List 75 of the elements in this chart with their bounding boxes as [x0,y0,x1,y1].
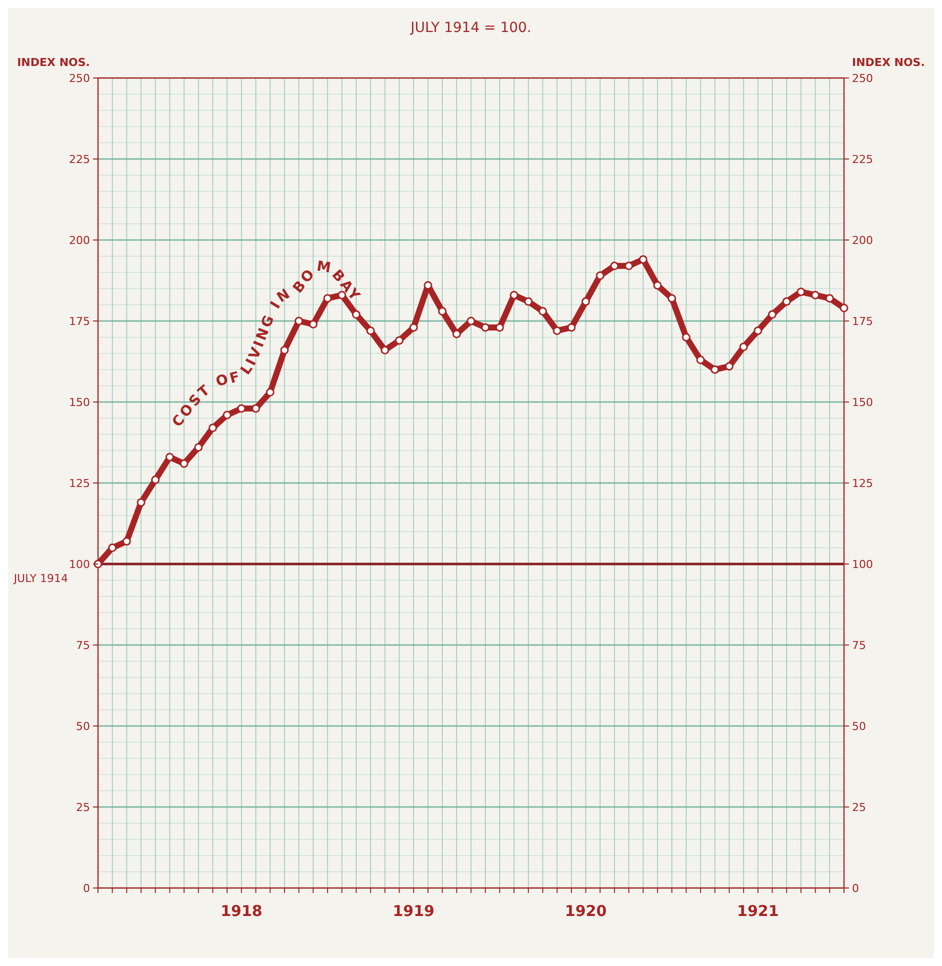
point [136,498,146,507]
y-axis-title: INDEX NOS. [17,56,90,69]
point [409,323,418,332]
y-tick-label: 125 [69,476,90,490]
point [653,281,662,290]
point [266,388,274,397]
point [596,271,604,280]
x-tick-label: 1918 [220,902,262,920]
point [466,316,476,326]
point [108,544,117,552]
y2-tick-label: 175 [852,314,873,328]
y2-axis-title: INDEX NOS. [852,56,925,69]
point [811,290,820,300]
y-tick-label: 150 [69,396,90,409]
point [94,560,102,568]
point [840,304,848,312]
y-tick-label: 200 [69,234,90,247]
chart-subtitle: JULY 1914 = 100. [410,20,532,36]
point [294,316,304,326]
point [380,346,390,354]
y2-tick-label: 100 [852,558,873,571]
point [768,310,777,319]
point [696,356,705,364]
y-tick-label: 75 [76,638,90,652]
x-tick-label: 1920 [564,902,607,920]
point [308,320,318,328]
point [582,297,590,306]
y2-tick-label: 150 [852,396,873,409]
y-tick-label: 0 [83,882,90,895]
y2-tick-label: 200 [852,234,873,247]
point [524,297,533,306]
point [796,288,806,296]
point [739,342,748,352]
point [724,362,734,371]
point [624,262,634,270]
x-tick-label: 1919 [392,902,434,920]
point [638,255,648,264]
point [538,307,547,316]
point [710,365,720,374]
point [438,307,447,316]
y-tick-label: 100 [69,558,90,571]
ref-line-label: JULY 1914 [12,572,68,585]
point [194,443,203,452]
y-tick-label: 175 [69,314,90,328]
point [252,404,260,413]
point [352,310,360,319]
point [682,332,690,342]
point [208,424,218,432]
x-tick-label: 1921 [737,902,779,920]
y-tick-label: 225 [69,152,90,166]
point [165,452,174,462]
y-tick-label: 250 [69,72,90,85]
point [151,476,160,484]
point [222,410,232,420]
y2-tick-label: 125 [852,476,873,490]
point [395,336,404,345]
point [280,346,289,354]
y2-tick-label: 0 [852,882,859,895]
point [668,294,676,303]
point [825,294,834,303]
point [782,297,791,306]
point [552,326,562,335]
point [610,262,619,270]
y-tick-label: 50 [76,720,90,733]
y2-tick-label: 25 [852,800,866,814]
point [567,323,576,332]
y2-tick-label: 75 [852,638,866,652]
y2-tick-label: 50 [852,720,866,733]
y2-tick-label: 225 [852,152,873,166]
y2-tick-label: 250 [852,72,873,85]
point [366,326,375,335]
point [122,537,131,546]
point [754,326,762,335]
point [180,459,188,468]
y-tick-label: 25 [76,800,90,814]
